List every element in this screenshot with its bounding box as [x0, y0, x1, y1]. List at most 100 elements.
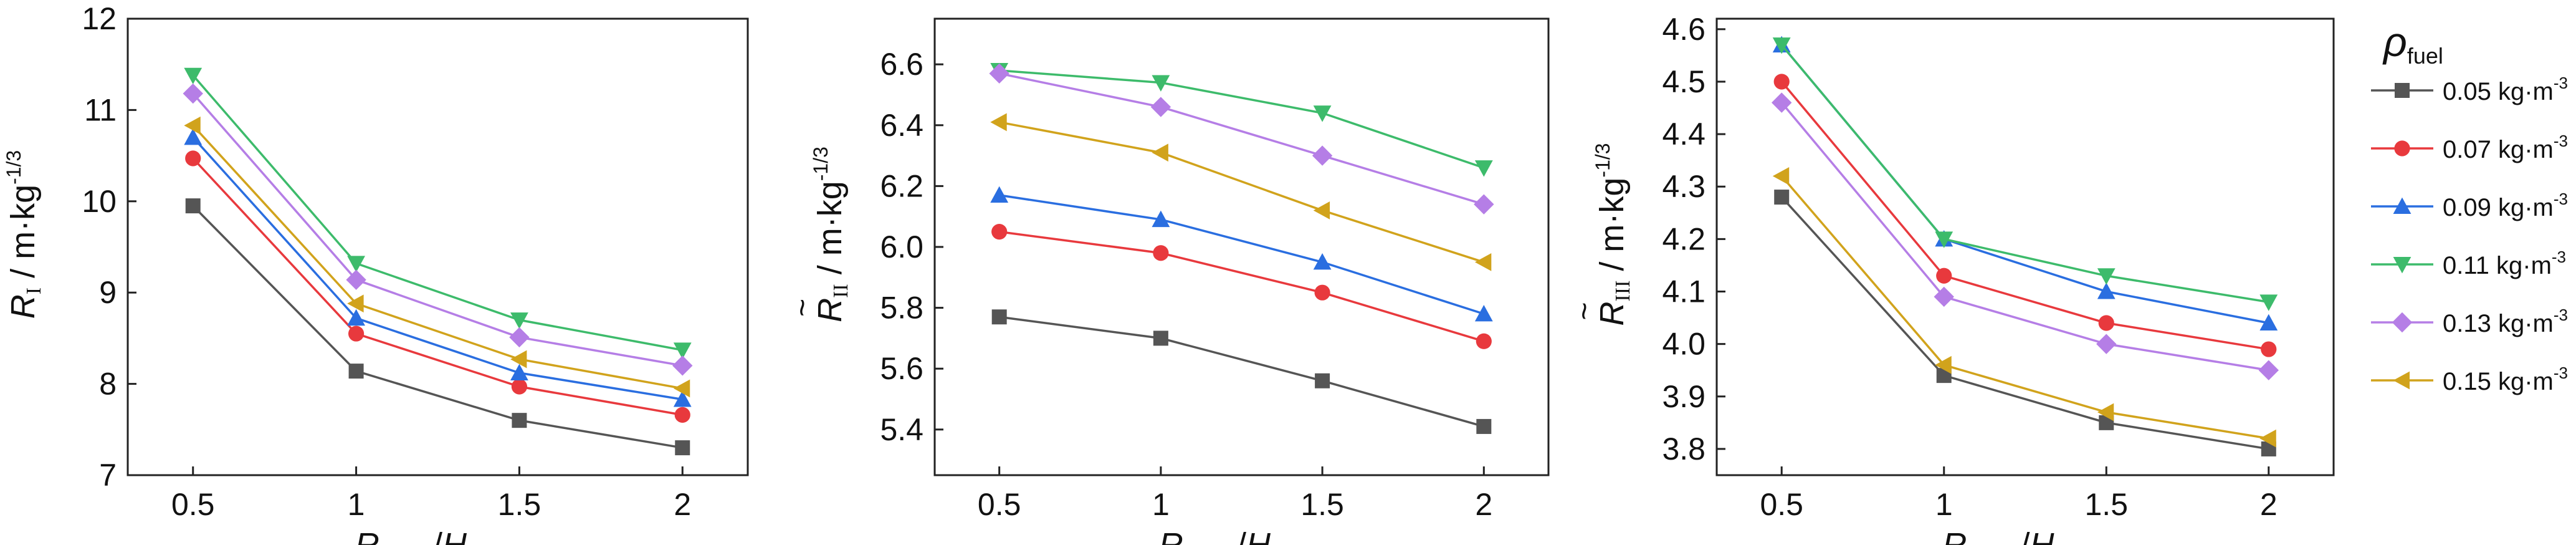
- data-point: [2259, 429, 2276, 448]
- legend-title-sub: fuel: [2407, 43, 2443, 69]
- y-label-unit: / m·kg: [4, 185, 42, 287]
- series-line: [1780, 44, 2269, 304]
- y-tick-label: 6.2: [880, 168, 923, 203]
- data-point: [183, 83, 203, 104]
- legend-title-symbol: ρ: [2382, 19, 2407, 65]
- data-point: [185, 198, 201, 214]
- plot-frame: [126, 17, 749, 476]
- y-label-exp: -1/3: [1591, 143, 1614, 177]
- y-tick-label: 9: [99, 275, 117, 310]
- chart-panel-iii: 0.5 1 1.5 2 3.8 3.9 4.0 4.1 4.2 4.3 4.4 4.5 4.6 Rclou…: [1567, 12, 2335, 545]
- y-axis-label: RI / m·kg-1/3~: [0, 150, 45, 319]
- data-point: [989, 63, 1009, 84]
- data-point: [990, 113, 1007, 132]
- data-point: [2258, 360, 2279, 380]
- y-label-var: R: [811, 298, 849, 322]
- x-label-var: R: [1159, 526, 1183, 545]
- legend-swatch-marker: [2393, 197, 2411, 214]
- series-line: [192, 125, 683, 390]
- x-axis-label: Rcloud/Hcloud: [1159, 526, 1324, 545]
- data-point: [346, 269, 366, 290]
- data-point: [1773, 74, 1790, 90]
- y-label-exp: -1/3: [809, 147, 832, 181]
- data-point: [510, 350, 527, 369]
- data-point: [1935, 355, 1952, 374]
- legend-entry-exp: -3: [2552, 248, 2566, 266]
- x-axis-label: Rcloud/Hcloud: [355, 526, 520, 545]
- data-point: [348, 326, 365, 342]
- x-tick-label: 1.5: [498, 487, 541, 522]
- x-label-var: H: [2030, 526, 2055, 545]
- y-tick-label: 4.6: [1662, 12, 1705, 47]
- x-tick-label: 2: [2260, 487, 2278, 522]
- data-point: [184, 128, 203, 145]
- data-point: [673, 390, 692, 407]
- series-line: [192, 74, 683, 352]
- data-point: [2096, 334, 2117, 354]
- legend-entry-label: 0.07 kg·m-3: [2443, 132, 2568, 163]
- data-point: [675, 440, 690, 456]
- series-line: [999, 72, 1484, 206]
- legend-entry-value: 0.15 kg·m: [2443, 368, 2554, 395]
- y-label-var: R: [4, 294, 42, 319]
- y-axis-label: RIII / m·kg-1/3~: [1567, 143, 1634, 326]
- y-label-tilde: ~: [0, 295, 12, 313]
- series-line: [1780, 196, 2269, 450]
- y-label-unit: / m·kg: [1593, 178, 1631, 281]
- y-tick-label: 5.8: [880, 291, 923, 326]
- y-tick-label: 6.6: [880, 47, 923, 82]
- x-tick-label: 1: [1935, 487, 1953, 522]
- y-tick-label: 3.8: [1662, 432, 1705, 466]
- data-point: [347, 309, 365, 326]
- data-point: [1474, 194, 1494, 215]
- y-tick-label: 4.2: [1662, 221, 1705, 256]
- data-point: [991, 309, 1007, 325]
- legend-swatch-marker: [2392, 312, 2413, 333]
- y-label-exp: -1/3: [2, 150, 25, 185]
- data-point: [990, 186, 1009, 203]
- x-tick-label: 1.5: [2085, 487, 2129, 522]
- data-point: [991, 224, 1008, 240]
- data-point: [1152, 143, 1168, 162]
- series-line: [999, 316, 1484, 428]
- legend-entry-label: 0.05 kg·m-3: [2443, 74, 2568, 105]
- series-line: [999, 194, 1484, 316]
- x-label-var: R: [355, 526, 379, 545]
- data-point: [2259, 294, 2278, 311]
- legend-entry-exp: -3: [2554, 132, 2568, 150]
- data-point: [1153, 330, 1168, 346]
- y-tick-label: 3.9: [1662, 379, 1705, 414]
- y-tick-label: 10: [82, 184, 117, 219]
- x-axis-label: Rcloud/Hcloud: [1942, 526, 2107, 545]
- series-line: [999, 69, 1484, 169]
- series-line: [1780, 102, 2269, 372]
- y-tick-label: 4.4: [1662, 117, 1705, 152]
- y-axis-label: RII / m·kg-1/3~: [785, 147, 852, 322]
- legend-swatch-marker: [2393, 257, 2411, 274]
- data-point: [1474, 253, 1492, 271]
- legend-swatch-marker: [2394, 140, 2410, 157]
- y-tick-label: 6.4: [880, 108, 923, 143]
- x-label-slash: /: [433, 526, 442, 545]
- legend-entry-label: 0.13 kg·m-3: [2443, 306, 2568, 337]
- y-tick-label: 5.6: [880, 351, 923, 386]
- x-label-var: H: [1246, 526, 1271, 545]
- y-tick-label: 11: [84, 92, 117, 127]
- y-axis-label-text: RIII / m·kg-1/3: [1591, 143, 1634, 326]
- data-point: [509, 327, 530, 348]
- legend-entry-value: 0.13 kg·m: [2443, 310, 2554, 337]
- legend-entry-value: 0.11 kg·m: [2443, 252, 2552, 279]
- data-point: [184, 116, 201, 135]
- data-point: [1936, 268, 1952, 284]
- data-point: [2259, 314, 2278, 330]
- x-label-sub: cloud: [1967, 542, 2020, 545]
- series-line: [999, 121, 1484, 264]
- data-point: [1153, 245, 1169, 261]
- x-label-sub: cloud: [2054, 542, 2108, 545]
- data-point: [512, 413, 527, 428]
- data-point: [1313, 105, 1332, 122]
- y-label-sub: III: [1611, 281, 1634, 302]
- data-point: [347, 256, 365, 272]
